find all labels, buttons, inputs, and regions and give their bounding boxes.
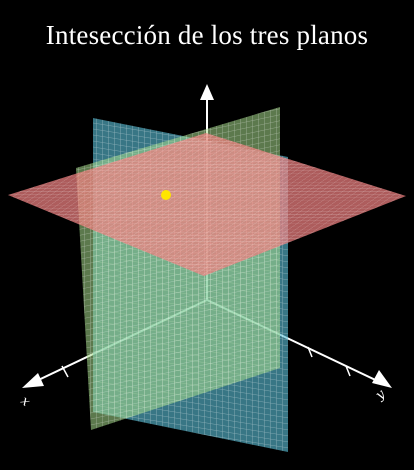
intersection-point xyxy=(161,190,171,200)
axis-arrow-icon xyxy=(22,373,44,388)
axis-arrow-icon xyxy=(372,370,392,388)
z-axis-label: z xyxy=(199,92,214,100)
y-axis-label: y xyxy=(372,386,389,403)
x-axis-label: x xyxy=(17,394,33,411)
axis-arrow-icon xyxy=(200,84,214,100)
plane-red xyxy=(8,133,406,276)
diagram-title: Intesección de los tres planos xyxy=(45,20,369,50)
